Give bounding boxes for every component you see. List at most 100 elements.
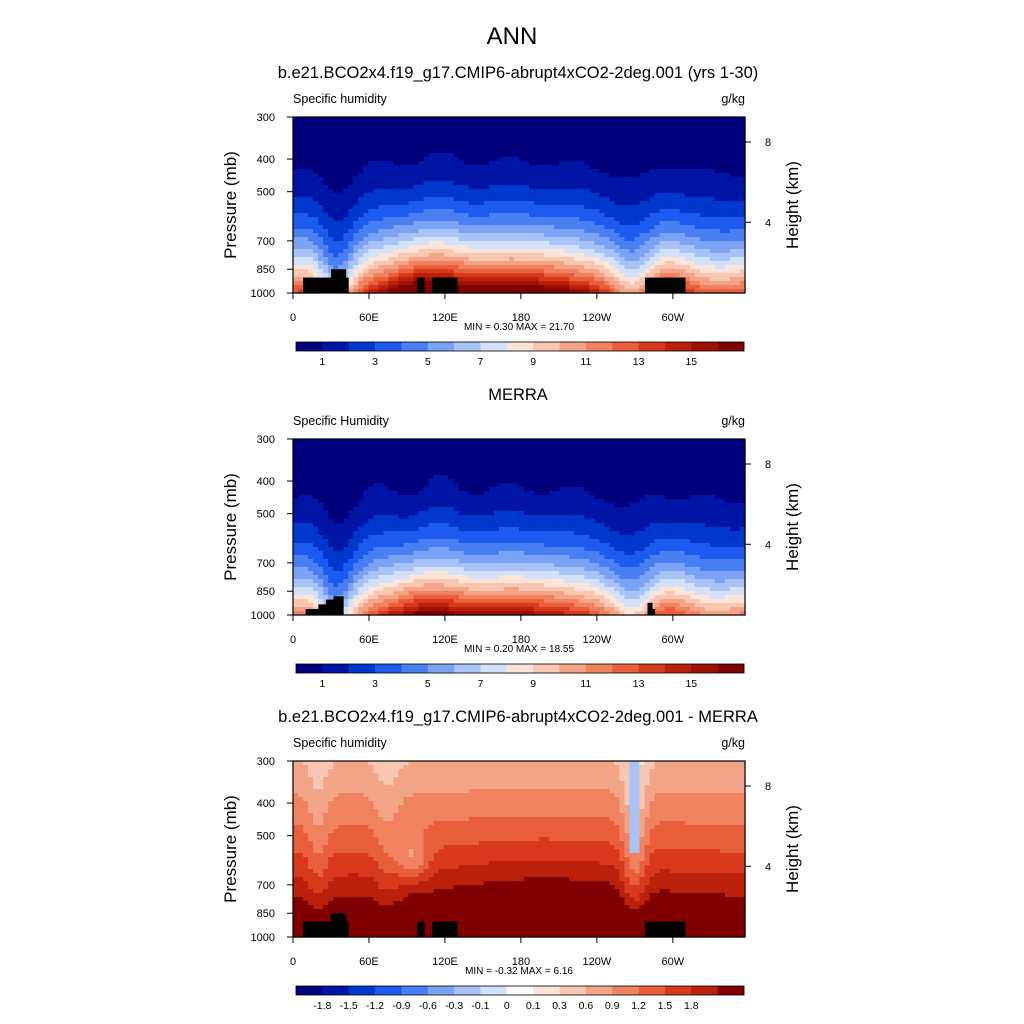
field-cell: [503, 277, 510, 282]
field-cell: [423, 129, 430, 134]
field-cell: [659, 189, 666, 194]
field-cell: [594, 137, 600, 142]
field-cell: [468, 149, 475, 154]
field-cell: [634, 253, 641, 258]
field-cell: [483, 257, 490, 262]
field-cell: [463, 217, 470, 222]
field-cell: [408, 273, 415, 278]
field-cell: [413, 265, 420, 270]
field-cell: [413, 471, 420, 476]
field-cell: [624, 205, 631, 210]
field-cell: [549, 213, 555, 218]
field-cell: [463, 177, 470, 182]
field-cell: [388, 221, 395, 226]
field-cell: [333, 237, 339, 242]
field-cell: [594, 269, 600, 274]
field-cell: [508, 451, 515, 456]
field-cell: [544, 233, 550, 238]
field-cell: [569, 459, 575, 464]
field-cell: [488, 451, 495, 456]
field-cell: [308, 185, 314, 190]
field-cell: [524, 157, 530, 162]
field-cell: [599, 217, 605, 222]
field-cell: [669, 149, 676, 154]
field-cell: [393, 129, 400, 134]
field-cell: [408, 285, 415, 290]
field-cell: [674, 261, 681, 266]
field-cell: [539, 451, 545, 456]
field-cell: [363, 443, 369, 448]
field-cell: [368, 467, 374, 472]
field-cell: [298, 467, 304, 472]
field-cell: [579, 245, 585, 250]
field-cell: [739, 233, 746, 238]
field-cell: [609, 261, 616, 266]
field-cell: [629, 185, 636, 190]
field-cell: [544, 209, 550, 214]
field-cell: [398, 157, 405, 162]
field-cell: [519, 289, 525, 294]
field-cell: [408, 193, 415, 198]
field-cell: [398, 479, 405, 484]
field-cell: [348, 141, 354, 146]
field-cell: [689, 197, 696, 202]
field-cell: [348, 447, 354, 452]
field-cell: [739, 153, 746, 158]
field-cell: [443, 217, 450, 222]
field-cell: [433, 459, 440, 464]
field-cell: [574, 137, 580, 142]
field-cell: [604, 173, 610, 178]
field-cell: [529, 209, 535, 214]
field-cell: [388, 237, 395, 242]
field-cell: [353, 229, 359, 234]
field-cell: [448, 177, 455, 182]
field-cell: [448, 197, 455, 202]
field-cell: [383, 289, 390, 294]
field-cell: [398, 169, 405, 174]
field-cell: [503, 451, 510, 456]
field-cell: [629, 173, 636, 178]
field-cell: [629, 217, 636, 222]
field-cell: [709, 173, 716, 178]
field-cell: [348, 439, 354, 444]
field-cell: [589, 201, 595, 206]
field-cell: [629, 447, 636, 452]
field-cell: [639, 241, 646, 246]
field-cell: [674, 165, 681, 170]
field-cell: [473, 129, 480, 134]
field-cell: [639, 285, 646, 290]
field-cell: [338, 221, 344, 226]
field-cell: [323, 249, 329, 254]
field-cell: [519, 257, 525, 262]
field-cell: [383, 265, 390, 270]
field-cell: [739, 213, 746, 218]
field-cell: [549, 443, 555, 448]
field-cell: [413, 439, 420, 444]
field-cell: [383, 217, 390, 222]
field-cell: [493, 451, 500, 456]
field-cell: [594, 475, 600, 480]
field-cell: [549, 157, 555, 162]
field-cell: [709, 467, 716, 472]
field-cell: [674, 217, 681, 222]
field-cell: [649, 273, 656, 278]
field-cell: [438, 475, 445, 480]
field-cell: [634, 289, 641, 294]
field-cell: [534, 233, 540, 238]
field-cell: [649, 253, 656, 258]
field-cell: [423, 285, 430, 290]
field-cell: [433, 225, 440, 230]
field-cell: [418, 467, 425, 472]
field-cell: [679, 157, 686, 162]
field-cell: [503, 459, 510, 464]
colorbar-swatch: [454, 342, 481, 351]
field-cell: [609, 217, 616, 222]
field-cell: [644, 169, 651, 174]
field-cell: [483, 121, 490, 126]
field-cell: [293, 451, 299, 456]
field-cell: [539, 261, 545, 266]
field-cell: [328, 189, 334, 194]
field-cell: [659, 265, 666, 270]
field-cell: [739, 265, 746, 270]
field-cell: [524, 153, 530, 158]
